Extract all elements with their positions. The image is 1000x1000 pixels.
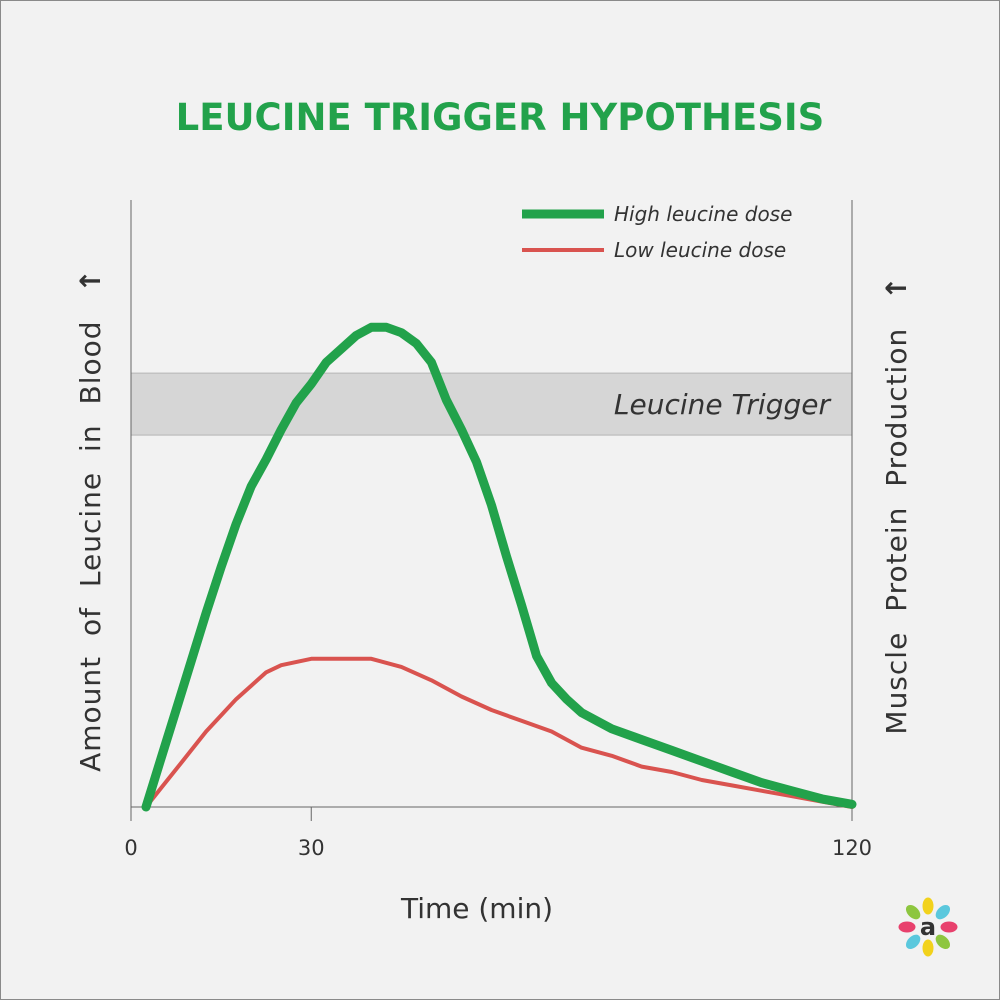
- x-tick-label: 120: [832, 836, 872, 860]
- leucine-trigger-band: [130, 372, 853, 436]
- y-axis-right-label-group: Muscle Protein Production ↑: [880, 275, 913, 734]
- logo-letter: a: [920, 913, 936, 941]
- logo-petal: [922, 939, 934, 957]
- logo-petal: [922, 897, 934, 915]
- legend-label: High leucine dose: [614, 202, 792, 226]
- x-tick-label: 0: [124, 836, 137, 860]
- logo-petal: [905, 934, 921, 950]
- logo-petal: [935, 904, 951, 920]
- series-layer: [141, 322, 857, 812]
- y-axis-right-arrow-icon: ↑: [880, 275, 913, 299]
- logo-center: [917, 916, 939, 938]
- logo-petal: [940, 921, 958, 933]
- y-axis-left-arrow-icon: ↑: [74, 268, 107, 292]
- brand-logo: a: [898, 897, 958, 957]
- legend: High leucine dose Low leucine dose: [522, 202, 792, 262]
- logo-petal: [935, 934, 951, 950]
- logo-petal: [898, 921, 916, 933]
- y-axis-left-label-group: Amount of Leucine in Blood ↑: [74, 268, 107, 772]
- series-line-high-dose: [141, 322, 857, 812]
- x-axis-label: Time (min): [400, 892, 553, 925]
- svg-text:Amount of Leucine in Blood: Amount of Leucine in Blood ↑: [74, 268, 107, 772]
- x-tick-label: 30: [298, 836, 325, 860]
- y-axis-right-label: Muscle Protein Production: [880, 328, 913, 735]
- svg-text:Muscle Protein Production: Muscle Protein Production ↑: [880, 275, 913, 734]
- series-line-low-dose: [144, 656, 854, 809]
- chart-title: LEUCINE TRIGGER HYPOTHESIS: [176, 96, 825, 139]
- y-axis-left-label: Amount of Leucine in Blood: [74, 320, 107, 771]
- leucine-trigger-label: Leucine Trigger: [614, 388, 832, 421]
- trigger-band-layer: Leucine Trigger: [130, 372, 853, 436]
- axes-layer: 0 30 120: [124, 200, 872, 860]
- logo-petal: [905, 904, 921, 920]
- legend-label: Low leucine dose: [614, 238, 786, 262]
